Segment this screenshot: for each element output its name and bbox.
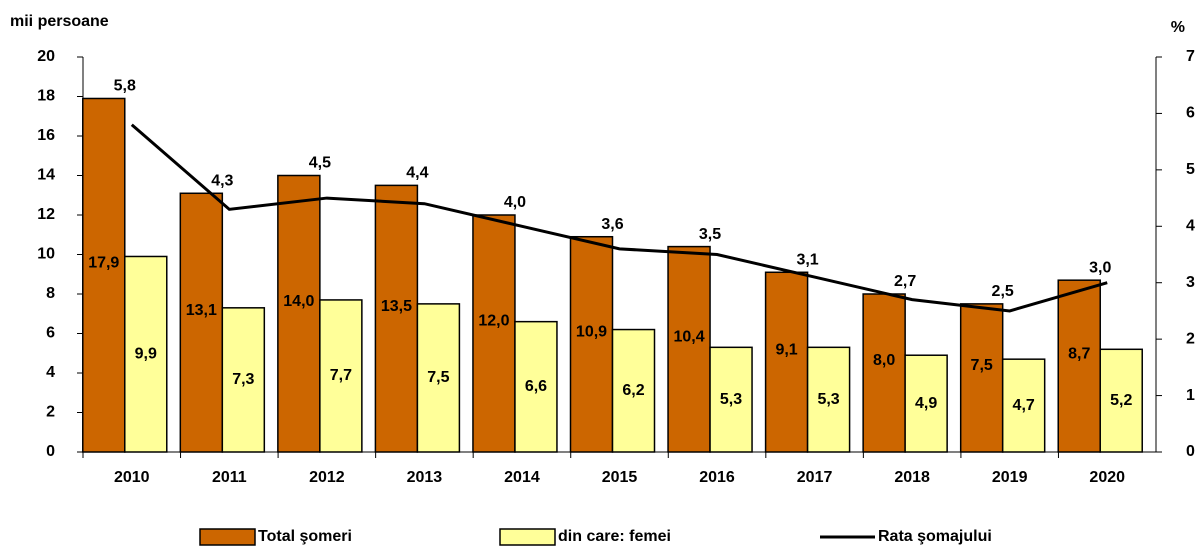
y-tick-label: 16 [37,127,55,144]
bar-value-label: 7,5 [427,369,449,386]
line-value-label: 4,3 [211,172,233,189]
bar-value-label: 7,7 [330,367,352,384]
y2-tick-label: 2 [1186,330,1195,347]
bar-value-label: 9,1 [775,341,797,358]
bar-value-label: 5,3 [817,391,839,408]
bar [124,255,168,453]
legend-swatch [199,528,256,546]
bar [1099,348,1143,453]
y2-tick-label: 1 [1186,387,1195,404]
x-tick-label: 2015 [602,469,638,486]
y2-tick-label: 7 [1186,48,1195,65]
x-tick-label: 2014 [504,469,540,486]
bar [319,299,363,453]
y-tick-label: 6 [46,325,55,342]
y2-tick-label: 3 [1186,274,1195,291]
legend-label: Total şomeri [258,528,352,545]
bar [667,245,711,453]
bar-value-label: 8,0 [873,352,895,369]
bar-value-label: 4,9 [915,395,937,412]
bar-value-label: 10,9 [576,324,607,341]
y-tick-label: 20 [37,48,55,65]
legend-label: Rata şomajului [878,528,992,545]
x-tick-label: 2017 [797,469,833,486]
bar-value-label: 9,9 [135,345,157,362]
x-tick-label: 2018 [894,469,930,486]
bar [416,303,461,453]
bar [82,97,126,453]
bar [862,293,906,453]
bar [221,307,266,453]
line-value-label: 2,5 [992,283,1014,300]
bar-value-label: 4,7 [1013,397,1035,414]
x-tick-label: 2019 [992,469,1028,486]
bar [806,346,851,453]
line-value-label: 4,0 [504,194,526,211]
x-tick-label: 2020 [1089,469,1125,486]
line-value-label: 3,0 [1089,259,1111,276]
y-tick-label: 14 [37,167,55,184]
y-tick-label: 0 [46,443,55,460]
bar [179,192,224,453]
bar-value-label: 12,0 [478,313,509,330]
bar-value-label: 8,7 [1068,345,1090,362]
x-tick-label: 2013 [407,469,443,486]
bar-value-label: 7,3 [232,371,254,388]
y2-axis-label: % [1171,19,1185,36]
bar [472,214,516,453]
bar-value-label: 5,3 [720,391,742,408]
y2-tick-label: 4 [1186,218,1195,235]
y2-tick-label: 0 [1186,443,1195,460]
y2-tick-label: 6 [1186,105,1195,122]
line-value-label: 3,5 [699,226,721,243]
y-tick-label: 4 [46,364,55,381]
bar [764,271,809,453]
bar-value-label: 6,2 [622,382,644,399]
y-tick-label: 10 [37,246,55,263]
bar [904,354,948,453]
line-value-label: 3,6 [601,216,623,233]
x-tick-label: 2010 [114,469,150,486]
bar-value-label: 14,0 [283,293,314,310]
line-value-label: 3,1 [796,251,818,268]
line-value-label: 2,7 [894,273,916,290]
bar-value-label: 13,5 [381,298,412,315]
bar [569,235,614,453]
x-tick-label: 2011 [212,469,247,486]
bar [611,328,656,453]
bar-value-label: 13,1 [186,302,217,319]
y-tick-label: 8 [46,285,55,302]
bar [277,174,321,453]
legend-label: din care: femei [558,528,671,545]
bar [1057,279,1101,453]
y-tick-label: 12 [37,206,55,223]
y2-tick-label: 5 [1186,161,1195,178]
legend-swatch [499,528,556,546]
x-tick-label: 2012 [309,469,345,486]
y-tick-label: 18 [37,88,55,105]
bar-value-label: 10,4 [673,329,704,346]
line-value-label: 4,5 [309,155,331,172]
y-axis-label: mii persoane [10,13,109,30]
rate-line [130,123,1108,313]
bar-value-label: 17,9 [88,254,119,271]
bar [959,303,1004,453]
bar-value-label: 6,6 [525,378,547,395]
bar [374,184,419,453]
line-value-label: 4,4 [406,165,428,182]
bar-value-label: 7,5 [971,357,993,374]
y-tick-label: 2 [46,404,55,421]
bar-value-label: 5,2 [1110,392,1132,409]
x-tick-label: 2016 [699,469,735,486]
bar [514,320,558,453]
line-value-label: 5,8 [114,78,136,95]
bar [1001,358,1046,453]
bar [709,346,753,453]
